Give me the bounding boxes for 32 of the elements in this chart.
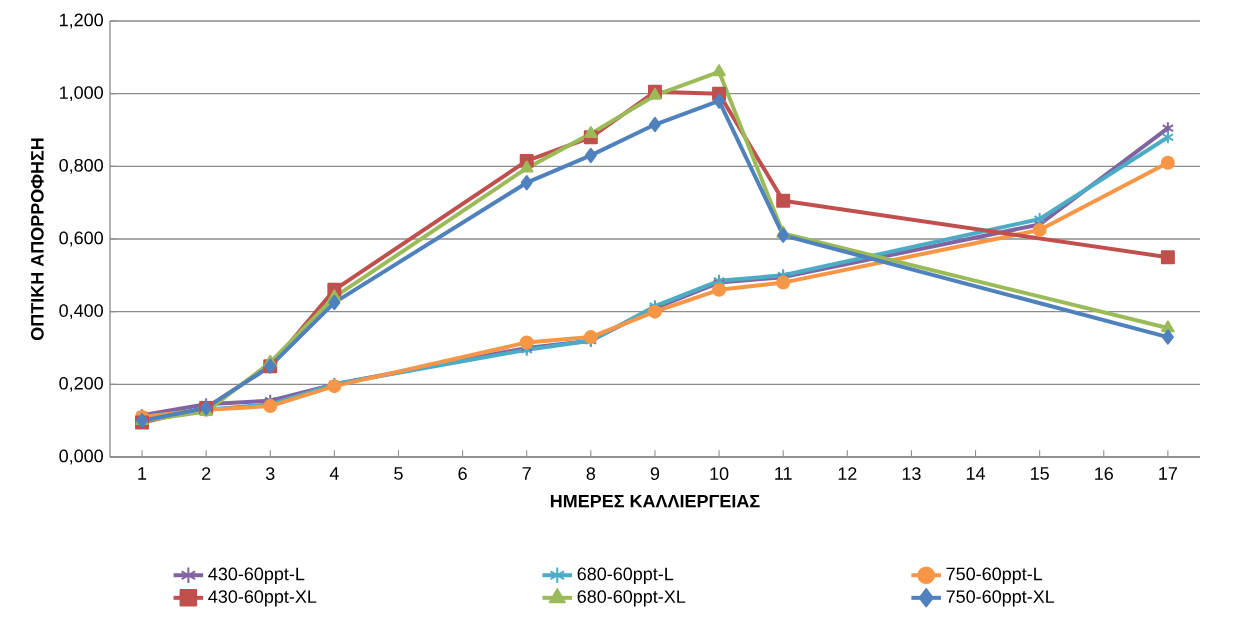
legend-label: 430-60ppt-L <box>208 567 305 584</box>
x-tick-label: 8 <box>586 467 596 480</box>
legend-label: 750-60ppt-XL <box>946 590 1055 607</box>
x-tick-label: 1 <box>138 467 147 480</box>
x-tick-label: 16 <box>1095 467 1113 480</box>
x-tick-label: 17 <box>1159 467 1177 480</box>
x-tick-label: 4 <box>329 467 339 480</box>
x-tick-label: 3 <box>265 467 275 480</box>
y-tick-label: 0,800 <box>59 158 103 174</box>
y-tick-label: 0,200 <box>59 376 103 392</box>
x-axis-title: ΗΜΕΡΕΣ ΚΑΛΛΙΕΡΓΕΙΑΣ <box>550 494 760 508</box>
x-tick-label: 6 <box>458 467 467 480</box>
y-tick-label: 1,000 <box>60 86 103 102</box>
x-tick-label: 2 <box>202 467 211 480</box>
legend-label: 750-60ppt-L <box>946 567 1043 584</box>
x-tick-label: 7 <box>522 467 531 480</box>
x-tick-label: 11 <box>775 467 792 480</box>
legend-label: 430-60ppt-XL <box>208 590 317 607</box>
y-axis-title: ΟΠΤΙΚΗ ΑΠΟΡΡΟΦΗΣΗ <box>30 138 44 341</box>
x-tick-label: 12 <box>838 467 857 480</box>
legend-label: 680-60ppt-XL <box>577 590 686 607</box>
y-tick-label: 0,600 <box>59 231 103 247</box>
x-tick-label: 13 <box>902 467 921 480</box>
x-tick-label: 10 <box>710 467 729 480</box>
y-tick-label: 0,000 <box>59 449 103 465</box>
y-tick-label: 1,200 <box>60 13 103 29</box>
x-tick-label: 14 <box>966 467 986 480</box>
legend-label: 680-60ppt-L <box>577 567 674 584</box>
x-tick-label: 15 <box>1031 467 1049 480</box>
x-tick-label: 5 <box>394 467 403 480</box>
y-tick-label: 0,400 <box>59 304 103 320</box>
x-tick-label: 9 <box>650 467 660 480</box>
